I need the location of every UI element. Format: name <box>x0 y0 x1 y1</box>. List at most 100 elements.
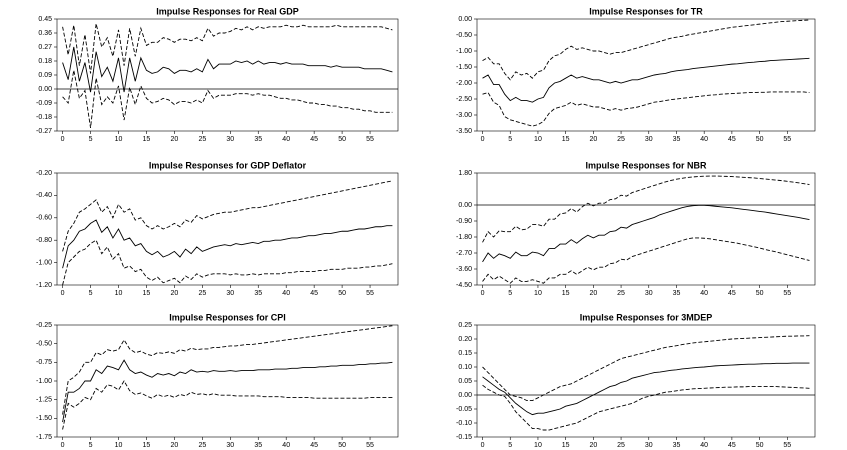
x-tick-label: 0 <box>481 136 485 143</box>
x-tick-label: 35 <box>254 290 262 297</box>
confidence-band-line <box>482 335 810 402</box>
y-tick-label: 0.00 <box>458 392 472 399</box>
y-tick-label: -0.15 <box>456 434 472 441</box>
plot-frame <box>476 172 816 286</box>
y-tick-label: -0.50 <box>36 341 52 348</box>
confidence-band-line <box>62 239 393 286</box>
confidence-band-line <box>482 19 810 81</box>
x-tick-label: 25 <box>617 442 625 449</box>
y-tick-label: -1.75 <box>36 434 52 441</box>
x-tick-label: 5 <box>508 442 512 449</box>
plot-frame <box>56 172 399 286</box>
x-tick-label: 45 <box>310 136 318 143</box>
y-tick-label: -1.80 <box>456 234 472 241</box>
confidence-band-line <box>62 325 393 415</box>
x-tick-label: 20 <box>589 442 597 449</box>
y-tick-label: 0.00 <box>38 86 52 93</box>
confidence-band-line <box>62 380 393 430</box>
x-tick-label: 0 <box>481 442 485 449</box>
y-tick-label: -3.60 <box>456 266 472 273</box>
x-tick-label: 35 <box>673 136 681 143</box>
x-tick-label: 10 <box>534 290 542 297</box>
y-tick-label: 0.09 <box>38 72 52 79</box>
x-tick-label: 10 <box>534 442 542 449</box>
y-tick-label: -0.50 <box>456 32 472 39</box>
x-tick-label: 15 <box>143 136 151 143</box>
x-tick-label: 5 <box>89 290 93 297</box>
y-tick-label: 1.80 <box>458 170 472 177</box>
x-tick-label: 40 <box>700 290 708 297</box>
x-tick-label: 30 <box>226 290 234 297</box>
y-tick-label: -3.50 <box>456 128 472 135</box>
x-tick-label: 30 <box>645 290 653 297</box>
y-tick-label: -1.50 <box>456 64 472 71</box>
x-tick-label: 35 <box>254 136 262 143</box>
confidence-band-line <box>62 23 393 74</box>
y-tick-label: 0.00 <box>458 202 472 209</box>
x-tick-label: 40 <box>700 442 708 449</box>
y-tick-label: -2.70 <box>456 250 472 257</box>
confidence-band-line <box>62 180 393 252</box>
x-tick-label: 35 <box>673 442 681 449</box>
x-tick-label: 40 <box>282 442 290 449</box>
y-tick-label: -0.40 <box>36 192 52 199</box>
y-tick-label: 0.25 <box>458 322 472 329</box>
x-tick-label: 45 <box>728 136 736 143</box>
y-tick-label: -1.00 <box>456 48 472 55</box>
x-tick-label: 35 <box>254 442 262 449</box>
y-tick-label: 0.27 <box>38 44 52 51</box>
x-tick-label: 50 <box>756 290 764 297</box>
x-tick-label: 15 <box>562 136 570 143</box>
confidence-band-line <box>482 237 810 284</box>
x-tick-label: 55 <box>783 442 791 449</box>
y-tick-label: -1.20 <box>36 282 52 289</box>
y-tick-label: -0.20 <box>36 170 52 177</box>
y-tick-label: -0.09 <box>36 100 52 107</box>
x-tick-label: 55 <box>366 290 374 297</box>
x-tick-label: 0 <box>481 290 485 297</box>
x-tick-label: 20 <box>589 290 597 297</box>
x-tick-label: 20 <box>589 136 597 143</box>
y-tick-label: -1.50 <box>36 415 52 422</box>
x-tick-label: 45 <box>728 290 736 297</box>
x-tick-label: 50 <box>756 442 764 449</box>
confidence-band-line <box>62 70 393 128</box>
x-tick-label: 10 <box>534 136 542 143</box>
y-tick-label: -0.60 <box>36 215 52 222</box>
x-tick-label: 25 <box>617 136 625 143</box>
x-tick-label: 30 <box>226 442 234 449</box>
x-tick-label: 55 <box>783 290 791 297</box>
y-tick-label: -0.90 <box>456 218 472 225</box>
y-tick-label: 0.18 <box>38 58 52 65</box>
x-tick-label: 50 <box>756 136 764 143</box>
x-tick-label: 15 <box>562 442 570 449</box>
y-tick-label: -0.05 <box>456 406 472 413</box>
y-tick-label: -0.25 <box>36 322 52 329</box>
x-tick-label: 35 <box>673 290 681 297</box>
y-tick-label: -2.50 <box>456 96 472 103</box>
y-tick-label: -1.00 <box>36 259 52 266</box>
x-tick-label: 20 <box>170 290 178 297</box>
y-tick-label: -1.25 <box>36 397 52 404</box>
y-tick-label: -1.00 <box>36 378 52 385</box>
y-tick-label: -0.18 <box>36 114 52 121</box>
x-tick-label: 10 <box>115 136 123 143</box>
plot-frame <box>56 324 399 438</box>
plot-frame <box>476 324 816 438</box>
plot-frame <box>56 18 399 132</box>
y-tick-label: -4.50 <box>456 282 472 289</box>
y-tick-label: -3.00 <box>456 112 472 119</box>
x-tick-label: 10 <box>115 290 123 297</box>
x-tick-label: 5 <box>89 136 93 143</box>
x-tick-label: 55 <box>783 136 791 143</box>
x-tick-label: 5 <box>508 290 512 297</box>
confidence-band-line <box>482 384 810 431</box>
x-tick-label: 25 <box>198 290 206 297</box>
x-tick-label: 15 <box>143 290 151 297</box>
confidence-band-line <box>482 91 810 127</box>
chart-title: Impulse Responses for Real GDP <box>156 6 299 16</box>
x-tick-label: 40 <box>700 136 708 143</box>
x-tick-label: 25 <box>198 442 206 449</box>
response-line <box>482 57 810 103</box>
